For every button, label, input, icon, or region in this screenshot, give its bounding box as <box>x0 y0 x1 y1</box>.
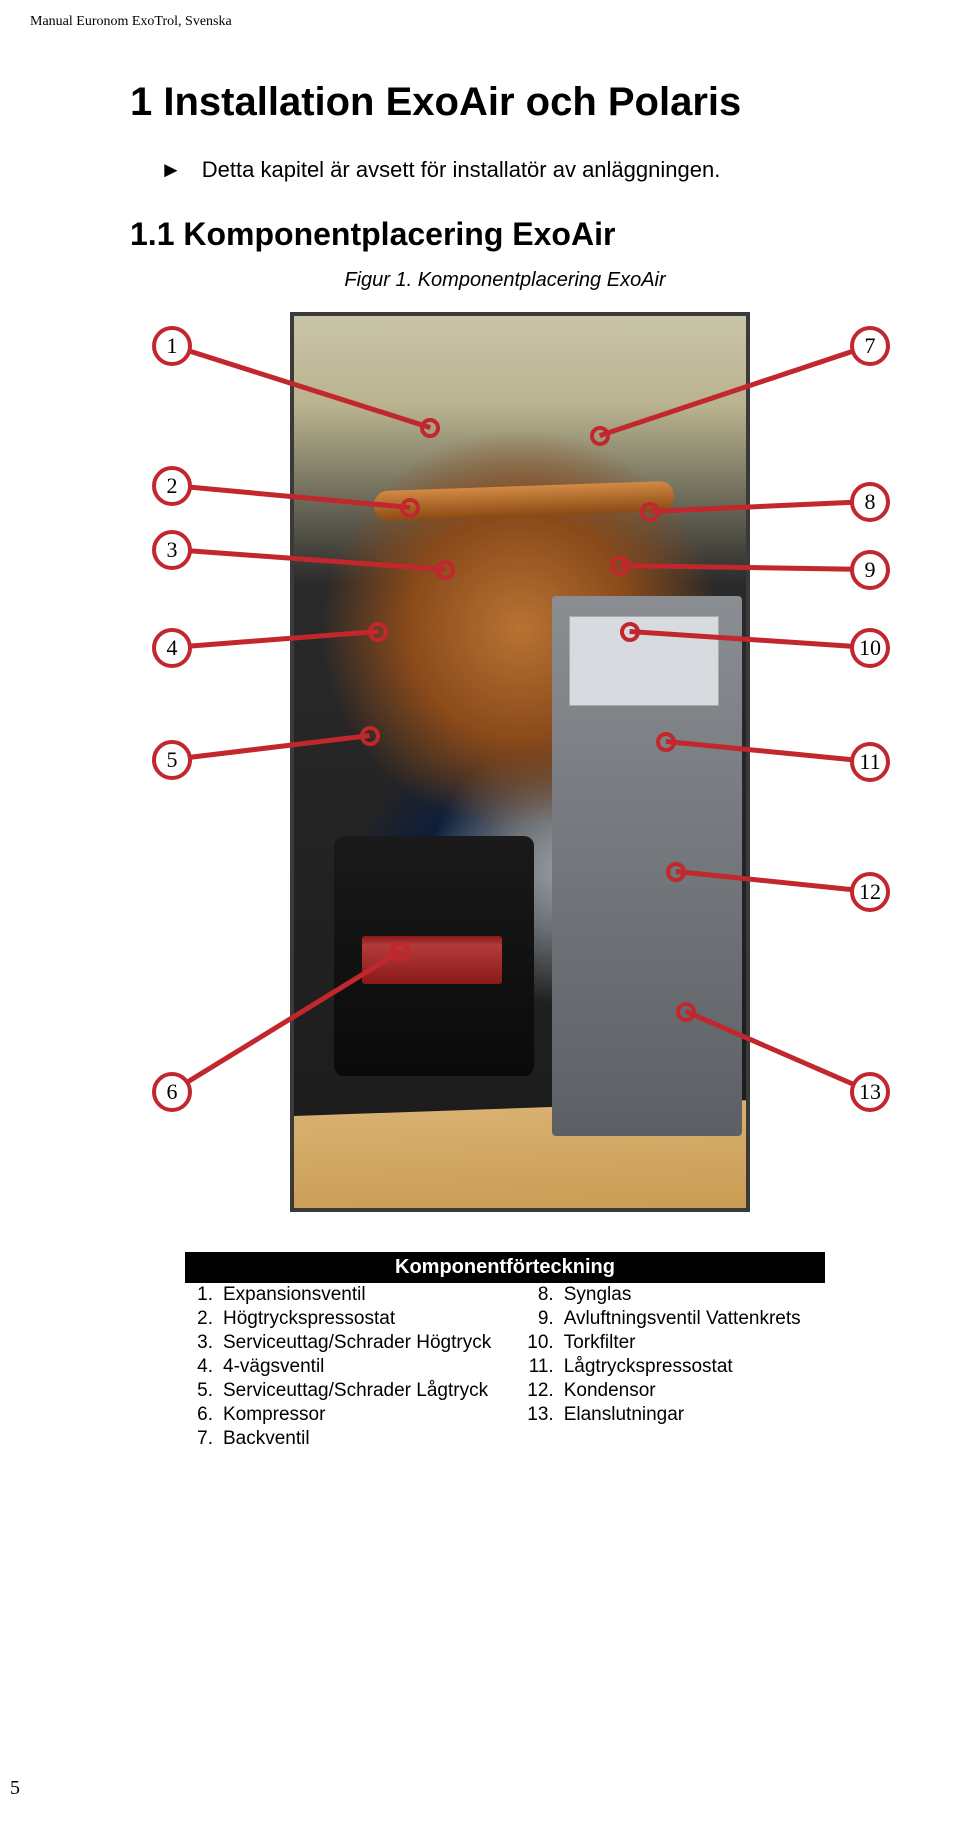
table-cell: Serviceuttag/Schrader Högtryck <box>213 1331 517 1355</box>
table-cell: Torkfilter <box>554 1331 825 1355</box>
intro-text: Detta kapitel är avsett för installatör … <box>202 155 721 186</box>
callout-3: 3 <box>152 530 192 570</box>
figure-caption: Figur 1. Komponentplacering ExoAir <box>130 269 880 292</box>
intro-row: ► Detta kapitel är avsett för installatö… <box>130 155 880 186</box>
table-cell: 3. <box>185 1331 213 1355</box>
leader-tip <box>656 732 676 752</box>
table-heading: Komponentförteckning <box>185 1252 825 1283</box>
table-row: 7.Backventil <box>185 1427 825 1451</box>
table-row: 4.4-vägsventil11.Lågtryckspressostat <box>185 1355 825 1379</box>
table-cell: 13. <box>517 1403 553 1427</box>
table-cell: 7. <box>185 1427 213 1451</box>
leader-tip <box>666 862 686 882</box>
callout-8: 8 <box>850 482 890 522</box>
page-number: 5 <box>10 1777 20 1800</box>
table-row: 5.Serviceuttag/Schrader Lågtryck12.Konde… <box>185 1379 825 1403</box>
table-cell: 11. <box>517 1355 553 1379</box>
component-table: Komponentförteckning 1.Expansionsventil8… <box>185 1252 825 1451</box>
content-area: 1 Installation ExoAir och Polaris ► Dett… <box>30 80 930 1451</box>
table-cell: 5. <box>185 1379 213 1403</box>
table-row: 1.Expansionsventil8.Synglas <box>185 1283 825 1307</box>
leader-tip <box>640 502 660 522</box>
table-cell: 10. <box>517 1331 553 1355</box>
table-cell: Backventil <box>213 1427 517 1451</box>
leader-tip <box>676 1002 696 1022</box>
table-cell: 4. <box>185 1355 213 1379</box>
table-row: 2.Högtryckspressostat9.Avluftningsventil… <box>185 1307 825 1331</box>
callout-10: 10 <box>850 628 890 668</box>
callout-4: 4 <box>152 628 192 668</box>
callout-9: 9 <box>850 550 890 590</box>
table-cell: 12. <box>517 1379 553 1403</box>
callout-7: 7 <box>850 326 890 366</box>
table-row: 3.Serviceuttag/Schrader Högtryck10.Torkf… <box>185 1331 825 1355</box>
leader-tip <box>435 560 455 580</box>
leader-tip <box>610 556 630 576</box>
leader-tip <box>368 622 388 642</box>
table-cell <box>517 1427 553 1451</box>
heatpump-photo <box>290 312 750 1212</box>
table-cell: Kondensor <box>554 1379 825 1403</box>
subsection-title: 1.1 Komponentplacering ExoAir <box>130 216 880 253</box>
callout-5: 5 <box>152 740 192 780</box>
table-cell <box>554 1427 825 1451</box>
leader-tip <box>360 726 380 746</box>
intro-arrow-icon: ► <box>160 155 182 186</box>
callout-12: 12 <box>850 872 890 912</box>
component-diagram: 12345678910111213 <box>130 312 910 1232</box>
page-header: Manual Euronom ExoTrol, Svenska <box>30 14 930 30</box>
table-cell: 2. <box>185 1307 213 1331</box>
leader-tip <box>590 426 610 446</box>
callout-1: 1 <box>152 326 192 366</box>
table-cell: 8. <box>517 1283 553 1307</box>
table-cell: Högtryckspressostat <box>213 1307 517 1331</box>
leader-tip <box>390 942 410 962</box>
leader-tip <box>420 418 440 438</box>
table-cell: Kompressor <box>213 1403 517 1427</box>
table-cell: Expansionsventil <box>213 1283 517 1307</box>
table-cell: Avluftningsventil Vattenkrets <box>554 1307 825 1331</box>
leader-tip <box>620 622 640 642</box>
table-cell: 6. <box>185 1403 213 1427</box>
table-cell: 4-vägsventil <box>213 1355 517 1379</box>
table-cell: 9. <box>517 1307 553 1331</box>
leader-tip <box>400 498 420 518</box>
table-cell: Synglas <box>554 1283 825 1307</box>
table-cell: 1. <box>185 1283 213 1307</box>
table-cell: Lågtryckspressostat <box>554 1355 825 1379</box>
callout-2: 2 <box>152 466 192 506</box>
table-row: 6.Kompressor13.Elanslutningar <box>185 1403 825 1427</box>
callout-11: 11 <box>850 742 890 782</box>
callout-13: 13 <box>850 1072 890 1112</box>
table-cell: Elanslutningar <box>554 1403 825 1427</box>
callout-6: 6 <box>152 1072 192 1112</box>
section-title: 1 Installation ExoAir och Polaris <box>130 80 880 125</box>
table-cell: Serviceuttag/Schrader Lågtryck <box>213 1379 517 1403</box>
